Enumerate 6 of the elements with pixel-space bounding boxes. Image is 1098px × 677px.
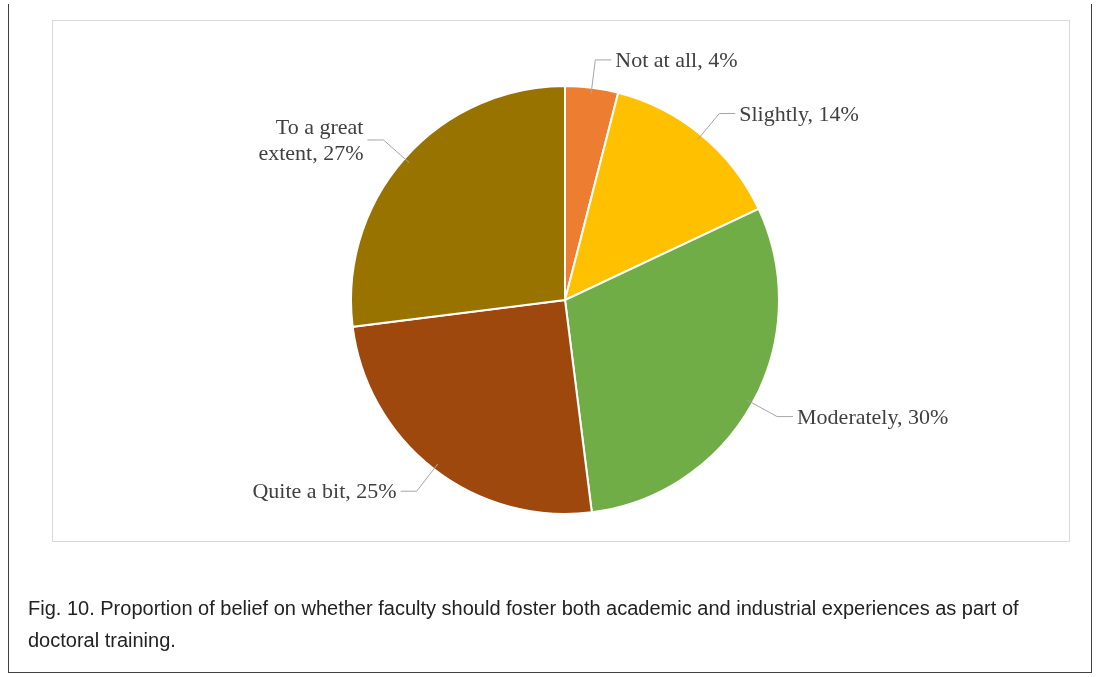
slice-label: Moderately, 30% xyxy=(797,403,950,430)
slice-label: Quite a bit, 25% xyxy=(251,478,397,505)
slice-label: Not at all, 4% xyxy=(615,46,739,73)
caption: Fig. 10. Proportion of belief on whether faculty should foster both academic and industrial experiences as part of doctoral training. xyxy=(28,596,1020,653)
slice-label: To a great extent, 27% xyxy=(257,113,364,166)
slice-label: Slightly, 14% xyxy=(739,100,860,127)
